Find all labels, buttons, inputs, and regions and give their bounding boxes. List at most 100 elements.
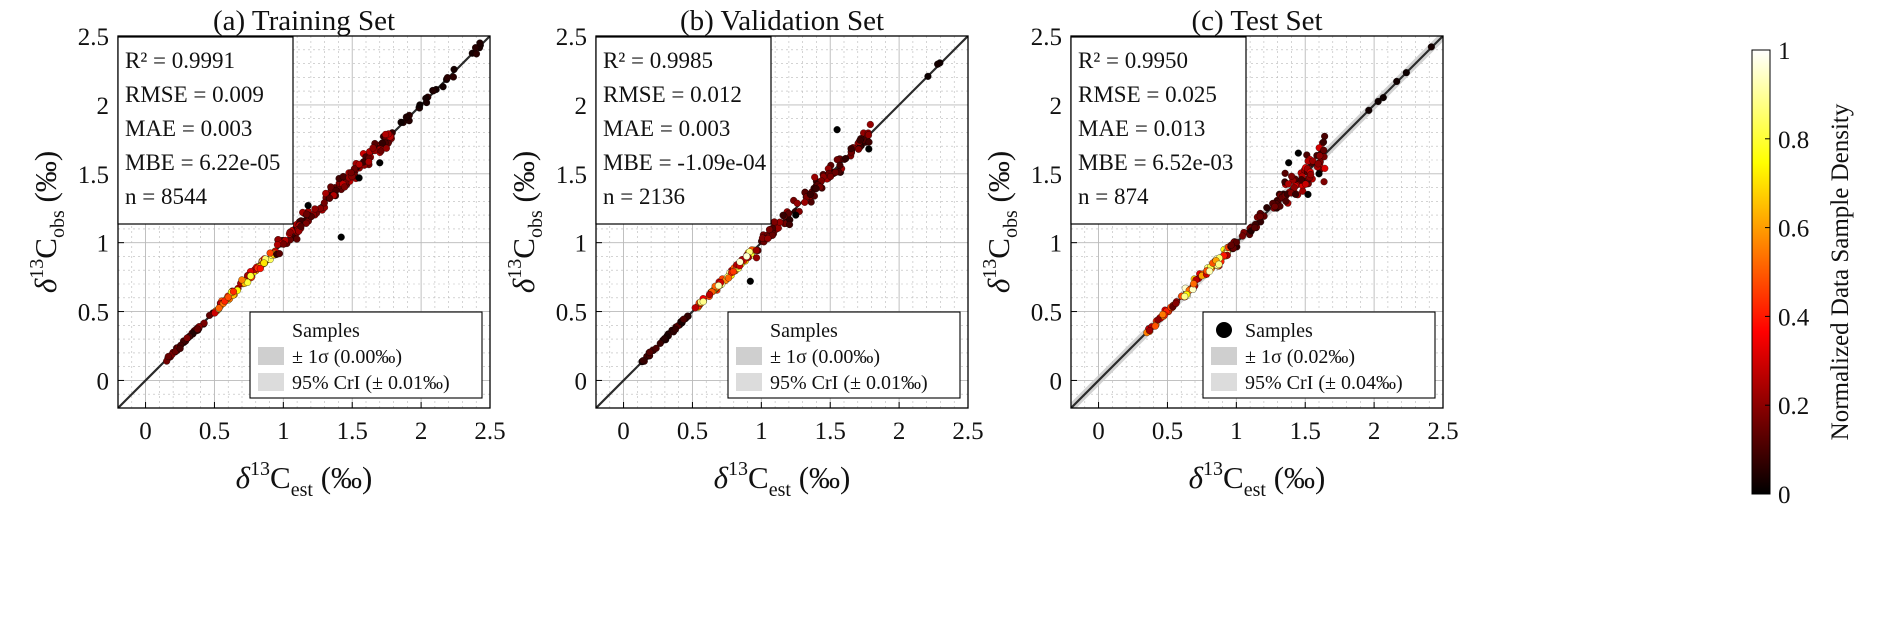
sample-point bbox=[1393, 77, 1401, 85]
legend-label: ± 1σ (0.00‰) bbox=[292, 346, 402, 368]
label-superscript: 13 bbox=[979, 259, 1001, 279]
ticks: 0 0.5 1 1.5 2 2.5 0 0.5 1 1.5 2 2.5 bbox=[78, 24, 506, 445]
sample-point bbox=[339, 173, 347, 181]
sample-point bbox=[847, 145, 855, 153]
sample-point bbox=[736, 258, 744, 266]
sample-point bbox=[812, 185, 820, 193]
sample-point bbox=[1427, 43, 1435, 51]
sample-point bbox=[472, 44, 480, 52]
label-symbol: δ bbox=[28, 278, 63, 293]
x-tick-label: 0 bbox=[1092, 418, 1105, 445]
sample-point bbox=[326, 194, 334, 202]
sample-point bbox=[831, 168, 839, 176]
label-superscript: 13 bbox=[728, 458, 748, 480]
label-main: C bbox=[270, 460, 291, 495]
sample-point bbox=[1154, 316, 1162, 324]
sample-point bbox=[1159, 310, 1167, 319]
sample-point bbox=[856, 136, 864, 144]
stats-line: R² = 0.9950 bbox=[1078, 48, 1188, 73]
sample-point bbox=[864, 131, 873, 139]
sample-point bbox=[402, 113, 410, 121]
label-unit: (‰) bbox=[506, 151, 541, 210]
label-subscript: obs bbox=[47, 210, 69, 238]
colorbar-tick-label: 0.2 bbox=[1778, 393, 1809, 420]
label-subscript: obs bbox=[1000, 210, 1022, 238]
sample-point bbox=[280, 240, 288, 248]
sample-point bbox=[355, 174, 363, 182]
sample-point bbox=[1285, 159, 1293, 167]
label-symbol: δ bbox=[981, 278, 1016, 293]
colorbar-tick-label: 0 bbox=[1778, 482, 1791, 509]
stats-line: RMSE = 0.009 bbox=[125, 82, 264, 107]
x-tick-label: 2.5 bbox=[1427, 418, 1458, 445]
x-tick-label: 1 bbox=[1230, 418, 1243, 445]
legend-frame bbox=[249, 311, 483, 399]
sample-point bbox=[266, 249, 274, 257]
x-axis-label: δ13Cest (‰) bbox=[1189, 458, 1326, 501]
y-axis-label: δ13Cobs (‰) bbox=[979, 151, 1022, 293]
y-axis-label: δ13Cobs (‰) bbox=[504, 151, 547, 293]
y-tick-label: 2 bbox=[1050, 93, 1063, 120]
x-tick-label: 0.5 bbox=[1152, 418, 1183, 445]
label-superscript: 13 bbox=[26, 259, 48, 279]
panel-training: 0 0.5 1 1.5 2 2.5 0 0.5 1 1.5 2 2.5 (a) Training Set… bbox=[26, 5, 506, 501]
stats-line: RMSE = 0.012 bbox=[603, 82, 742, 107]
sample-point bbox=[449, 73, 457, 81]
label-superscript: 13 bbox=[250, 458, 270, 480]
stats-box-frame bbox=[117, 36, 294, 225]
sample-point bbox=[311, 205, 319, 213]
sample-point bbox=[260, 259, 268, 267]
stats-box-frame bbox=[1070, 36, 1247, 225]
chart-title: (c) Test Set bbox=[1191, 5, 1322, 37]
sample-point bbox=[705, 291, 714, 299]
sample-point bbox=[429, 87, 437, 95]
sample-point bbox=[297, 222, 305, 230]
samples bbox=[1143, 43, 1435, 337]
sample-point bbox=[337, 233, 345, 241]
sample-point bbox=[1263, 204, 1271, 212]
sample-point bbox=[836, 161, 844, 169]
sample-point bbox=[1281, 169, 1289, 177]
sample-point bbox=[826, 172, 835, 181]
sample-point bbox=[229, 288, 237, 296]
sample-point bbox=[1256, 212, 1264, 220]
stats-line: MBE = 6.22e-05 bbox=[125, 150, 280, 175]
colorbar-tick-label: 0.4 bbox=[1778, 304, 1810, 331]
y-tick-label: 2.5 bbox=[1031, 24, 1062, 51]
label-main: C bbox=[748, 460, 769, 495]
y-tick-label: 1.5 bbox=[78, 162, 109, 189]
sample-point bbox=[1215, 260, 1223, 268]
sample-point bbox=[1304, 190, 1312, 198]
x-axis-label: δ13Cest (‰) bbox=[714, 458, 851, 501]
sample-point bbox=[1374, 97, 1382, 105]
sample-point bbox=[238, 276, 246, 284]
sample-point bbox=[764, 234, 772, 243]
y-tick-label: 1 bbox=[1050, 231, 1063, 258]
legend: Samples ± 1σ (0.00‰) 95% CrI (± 0.01‰) bbox=[727, 311, 961, 399]
x-tick-label: 1.5 bbox=[815, 418, 846, 445]
legend-label: 95% CrI (± 0.01‰) bbox=[770, 372, 928, 394]
sample-point bbox=[1299, 187, 1307, 195]
y-tick-label: 1.5 bbox=[556, 162, 587, 189]
y-tick-label: 2 bbox=[97, 93, 110, 120]
label-main: C bbox=[506, 238, 541, 259]
sample-point bbox=[275, 250, 284, 258]
sample-point bbox=[1314, 160, 1322, 168]
sample-point bbox=[715, 282, 723, 290]
x-tick-label: 0 bbox=[617, 418, 630, 445]
sample-point bbox=[1145, 327, 1154, 335]
y-tick-label: 0 bbox=[97, 368, 110, 395]
colorbar: 0 0.2 0.4 0.6 0.8 1 Normalized Data Sample De… bbox=[1751, 38, 1854, 509]
sample-point bbox=[1321, 164, 1329, 172]
sample-point bbox=[327, 183, 335, 191]
sample-point bbox=[1402, 69, 1410, 77]
sample-point bbox=[729, 267, 737, 276]
sample-point bbox=[752, 254, 761, 262]
y-axis-label: δ13Cobs (‰) bbox=[26, 151, 69, 293]
x-tick-label: 0 bbox=[139, 418, 152, 445]
sample-point bbox=[1297, 176, 1306, 184]
legend-label: ± 1σ (0.00‰) bbox=[770, 346, 880, 368]
x-tick-label: 0.5 bbox=[677, 418, 708, 445]
sample-point bbox=[1315, 170, 1323, 178]
label-superscript: 13 bbox=[504, 259, 526, 279]
